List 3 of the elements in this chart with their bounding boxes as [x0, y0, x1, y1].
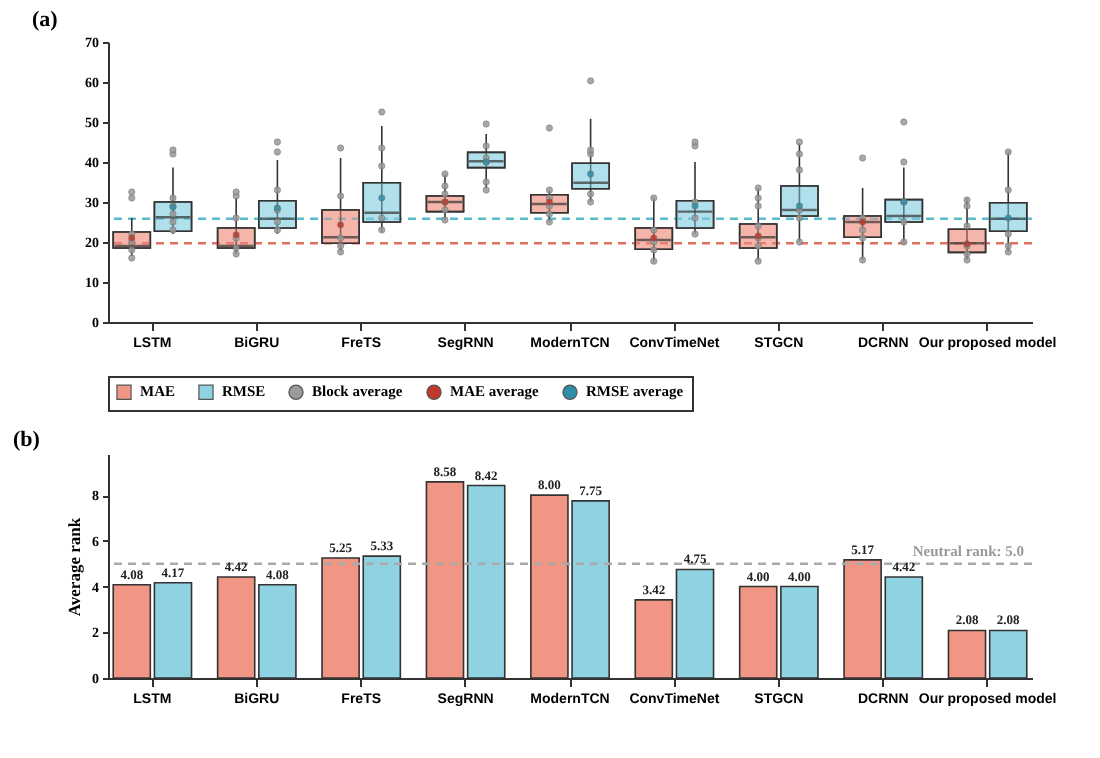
chart-title: (a): [32, 8, 59, 32]
y-axis-title: Average rank: [64, 517, 84, 617]
chart-title: (b): [13, 428, 41, 452]
